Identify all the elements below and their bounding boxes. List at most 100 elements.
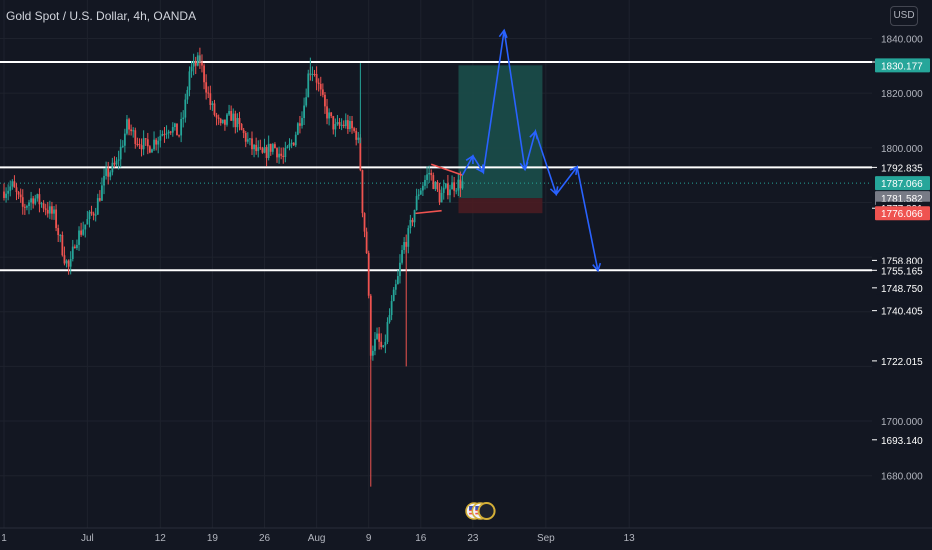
- price-label[interactable]: 1792.835: [872, 160, 930, 175]
- projection-arrowhead: [465, 154, 474, 164]
- candle-body: [240, 123, 243, 130]
- price-label[interactable]: 1758.800: [872, 253, 930, 268]
- candle: [334, 118, 337, 137]
- candle-body: [307, 73, 310, 98]
- candle-body: [371, 350, 374, 356]
- candle: [349, 116, 351, 132]
- candle: [280, 147, 283, 160]
- x-tick-label: 16: [415, 533, 427, 544]
- candle-body: [386, 322, 389, 342]
- candle: [98, 190, 101, 202]
- candle-body: [434, 182, 437, 189]
- candle: [34, 194, 37, 206]
- price-label[interactable]: 1787.066: [875, 176, 930, 191]
- x-tick-label: 12: [155, 533, 167, 544]
- candle: [442, 179, 445, 200]
- candle: [336, 114, 339, 126]
- projection-arrowhead: [592, 262, 602, 273]
- candle: [163, 126, 166, 143]
- y-tick-label: 1820.000: [881, 89, 923, 100]
- candle-body: [284, 147, 287, 158]
- candle: [432, 172, 435, 190]
- candle-body: [392, 289, 395, 302]
- price-label-text: 1755.165: [881, 266, 923, 277]
- x-tick-label: 9: [366, 533, 372, 544]
- price-label-text: 1781.582: [881, 194, 923, 205]
- candle-body: [80, 230, 83, 235]
- y-tick-label: 1840.000: [881, 35, 923, 46]
- candle-body: [59, 235, 62, 237]
- candle-body: [34, 198, 37, 204]
- event-icon[interactable]: [477, 502, 496, 520]
- candle-body: [169, 131, 172, 133]
- price-label[interactable]: 1776.066: [875, 206, 930, 221]
- candle-body: [57, 228, 60, 236]
- stop-zone[interactable]: [458, 198, 543, 214]
- candle: [23, 203, 26, 215]
- candle-body: [332, 116, 335, 130]
- candle: [278, 146, 280, 164]
- candle-body: [278, 153, 280, 158]
- candle-body: [457, 179, 460, 191]
- candle-body: [453, 182, 456, 191]
- price-label[interactable]: 1781.582: [875, 191, 930, 206]
- candle: [80, 222, 83, 237]
- candle-body: [5, 193, 7, 198]
- candle: [284, 141, 287, 163]
- candle: [417, 189, 420, 200]
- candle-body: [365, 231, 368, 254]
- projection-arrowhead: [475, 164, 485, 174]
- candle: [378, 327, 381, 350]
- price-label[interactable]: 1748.750: [872, 281, 930, 295]
- candle-body: [94, 214, 97, 216]
- candle-body: [71, 246, 74, 259]
- currency-button[interactable]: USD: [890, 6, 918, 26]
- price-label[interactable]: 1693.140: [872, 433, 930, 447]
- candle: [40, 201, 43, 208]
- candle-body: [311, 73, 314, 75]
- candle: [151, 148, 153, 153]
- price-label-bg: [876, 433, 930, 447]
- candle: [426, 166, 428, 189]
- price-label[interactable]: 1755.165: [872, 263, 930, 278]
- candle: [186, 86, 189, 104]
- price-label[interactable]: 1722.015: [872, 354, 930, 368]
- candle-body: [13, 181, 16, 188]
- projection-arrowhead: [569, 165, 579, 175]
- candle: [76, 239, 78, 251]
- pennant-upper-line[interactable]: [430, 163, 463, 176]
- candle: [84, 224, 87, 238]
- candle: [219, 117, 222, 126]
- candle: [57, 224, 60, 243]
- target-zone[interactable]: [458, 65, 543, 199]
- candle-body: [359, 137, 362, 171]
- candle: [382, 344, 385, 348]
- candle-body: [55, 209, 57, 229]
- candle-body: [205, 82, 208, 93]
- candle: [240, 123, 243, 131]
- candle: [411, 217, 414, 227]
- pennant-lower-line[interactable]: [415, 209, 442, 215]
- event-circle: [477, 502, 496, 520]
- price-label-text: 1830.177: [881, 61, 923, 72]
- candle-body: [376, 333, 378, 339]
- candle: [159, 129, 162, 148]
- candle: [294, 131, 297, 148]
- price-label-text: 1748.750: [881, 284, 923, 295]
- candle: [449, 184, 451, 203]
- candle-body: [321, 89, 324, 95]
- candle: [140, 138, 143, 157]
- candle-body: [432, 175, 435, 189]
- candle-body: [117, 159, 120, 161]
- candle: [430, 169, 433, 181]
- candle: [257, 140, 260, 158]
- price-label[interactable]: 1830.177: [875, 58, 930, 73]
- candle: [303, 97, 305, 125]
- candle: [132, 127, 135, 138]
- candle: [146, 132, 149, 155]
- candle: [134, 127, 137, 149]
- candle: [21, 189, 24, 215]
- price-label[interactable]: 1740.405: [872, 304, 930, 318]
- candle: [107, 161, 110, 185]
